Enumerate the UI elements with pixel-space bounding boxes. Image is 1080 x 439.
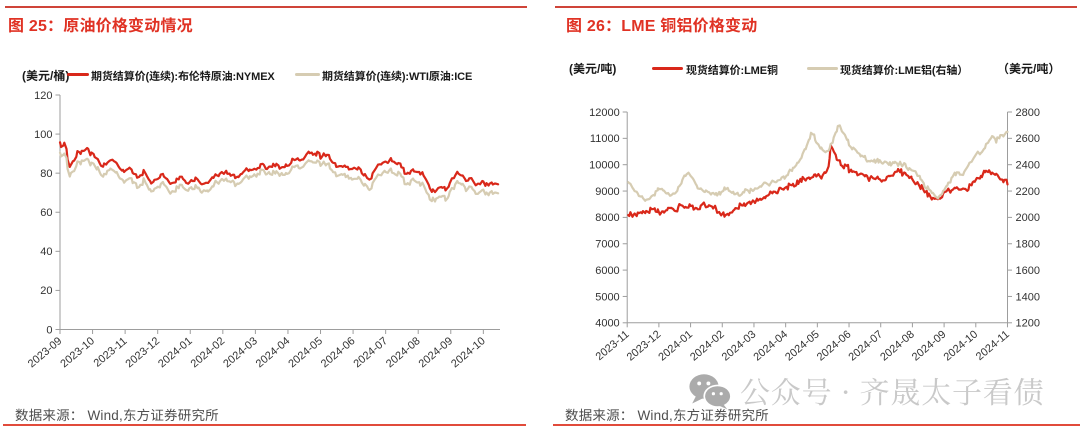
x-axis-tick-label: 2024-08 (878, 328, 917, 363)
secondary-y-axis-tick-label: 2600 (1016, 133, 1040, 145)
y-axis-unit-label: (美元/桶) (22, 69, 70, 83)
figure-bottom-rule (3, 424, 526, 426)
x-axis-tick-label: 2024-02 (688, 328, 727, 363)
legend-label-brent: 期货结算价(连续):布伦特原油:NYMEX (91, 71, 275, 83)
legend-label-wti: 期货结算价(连续):WTI原油:ICE (322, 71, 473, 83)
series-line-1 (627, 124, 1009, 202)
secondary-y-axis-tick-label: 1600 (1016, 265, 1040, 277)
x-axis-tick-label: 2024-10 (942, 328, 981, 363)
figure-title: 图 25：原油价格变动情况 (8, 18, 193, 35)
secondary-y-axis-tick-label: 1800 (1016, 239, 1040, 251)
legend-label-aluminum: 现货结算价:LME铝(右轴） (840, 65, 969, 77)
x-axis-tick-label: 2024-04 (751, 328, 790, 363)
y-axis-tick-label: 20 (40, 285, 52, 297)
y-axis-tick-label: 10000 (589, 160, 620, 172)
y-axis-tick-label: 120 (34, 90, 52, 102)
y-axis-tick-label: 9000 (595, 186, 619, 198)
y-axis-tick-label: 11000 (590, 133, 620, 145)
secondary-y-axis-tick-label: 2000 (1016, 212, 1040, 224)
legend-swatch-wti (295, 73, 320, 77)
x-axis-tick-label: 2024-03 (720, 328, 759, 363)
legend-swatch-aluminum (807, 67, 838, 71)
y-axis-tick-label: 7000 (595, 239, 619, 251)
x-axis-tick-label: 2024-05 (783, 328, 822, 363)
legend-label-copper: 现货结算价:LME铜 (686, 65, 778, 77)
series-line-0 (627, 144, 1009, 218)
x-axis-tick-label: 2024-09 (910, 328, 949, 363)
data-source-note: 数据来源： Wind,东方证券研究所 (15, 408, 219, 423)
figure-top-rule (555, 6, 1077, 8)
x-axis-tick-label: 2024-06 (815, 328, 854, 363)
series-line-1 (58, 151, 500, 203)
legend-swatch-copper (652, 67, 683, 71)
watermark-text: 公众号 · 齐晟太子看债 (740, 368, 1045, 412)
secondary-y-axis-tick-label: 1400 (1016, 291, 1040, 303)
legend-swatch-brent (67, 73, 89, 77)
y-axis-tick-label: 6000 (595, 265, 619, 277)
figure-title: 图 26：LME 铜铝价格变动 (566, 18, 758, 35)
y-axis-tick-label: 100 (34, 129, 52, 141)
y-axis-tick-label: 80 (40, 168, 52, 180)
secondary-y-axis-tick-label: 1200 (1016, 318, 1040, 330)
y-axis-tick-label: 4000 (595, 318, 619, 330)
y-axis-tick-label: 12000 (589, 107, 620, 119)
data-source-note: 数据来源： Wind,东方证券研究所 (565, 408, 769, 423)
secondary-y-axis-tick-label: 2800 (1016, 107, 1040, 119)
y-axis-tick-label: 0 (46, 324, 52, 336)
secondary-y-axis-tick-label: 2400 (1016, 160, 1040, 172)
figure-top-rule (5, 6, 527, 8)
x-axis-tick-label: 2024-11 (974, 328, 1012, 363)
figure-bottom-rule (553, 424, 1080, 426)
y-axis-unit-label: (美元/吨) (569, 62, 617, 76)
y-axis-tick-label: 5000 (595, 291, 619, 303)
x-axis-tick-label: 2024-07 (847, 328, 886, 363)
wechat-icon (689, 374, 731, 410)
secondary-y-axis-unit-label: （美元/吨） (997, 62, 1061, 76)
watermark: 公众号 · 齐晟太子看债 (687, 372, 1044, 410)
series-line-0 (58, 141, 500, 194)
x-axis-tick-label: 2023-12 (625, 328, 664, 363)
y-axis-tick-label: 8000 (595, 212, 619, 224)
x-axis-tick-label: 2024-01 (656, 328, 695, 363)
secondary-y-axis-tick-label: 2200 (1016, 186, 1040, 198)
y-axis-tick-label: 60 (40, 207, 52, 219)
y-axis-tick-label: 40 (40, 246, 52, 258)
x-axis-tick-label: 2023-11 (594, 328, 632, 363)
